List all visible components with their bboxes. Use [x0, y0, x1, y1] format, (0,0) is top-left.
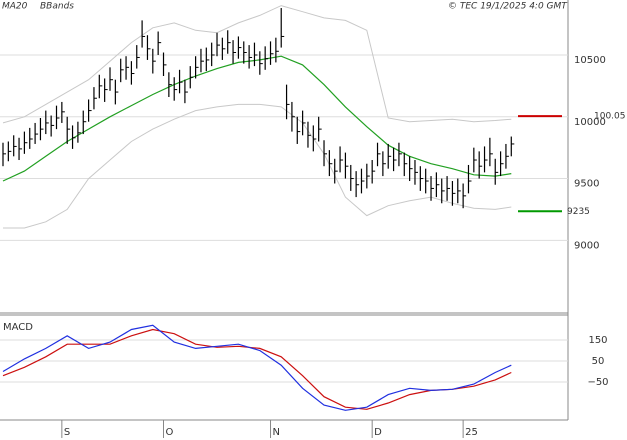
y-tick-label: 10500 [574, 55, 606, 66]
x-tick-label: N [273, 427, 280, 438]
y-tick-label: −50 [587, 377, 608, 388]
x-tick-label: 25 [465, 427, 478, 438]
bband-upper [2, 5, 512, 124]
x-tick-label: S [64, 427, 70, 438]
y-tick-label: 10000 [574, 117, 606, 128]
macd-title: MACD [3, 322, 33, 333]
level-label: 100.05 [594, 112, 626, 122]
source: © TEC 19/1/2025 4:0 GMT [448, 2, 568, 12]
x-tick-label: D [374, 427, 382, 438]
y-tick-label: 150 [588, 335, 607, 346]
y-tick-label: 50 [592, 356, 605, 367]
macd-line [2, 324, 512, 411]
level-label: 9235 [567, 207, 590, 217]
y-tick-label: 9500 [574, 179, 599, 190]
y-tick-label: 9000 [574, 240, 599, 251]
legend-ma20: MA20 [2, 2, 28, 12]
x-tick-label: O [166, 427, 174, 438]
legend-bbands: BBands [40, 2, 74, 12]
